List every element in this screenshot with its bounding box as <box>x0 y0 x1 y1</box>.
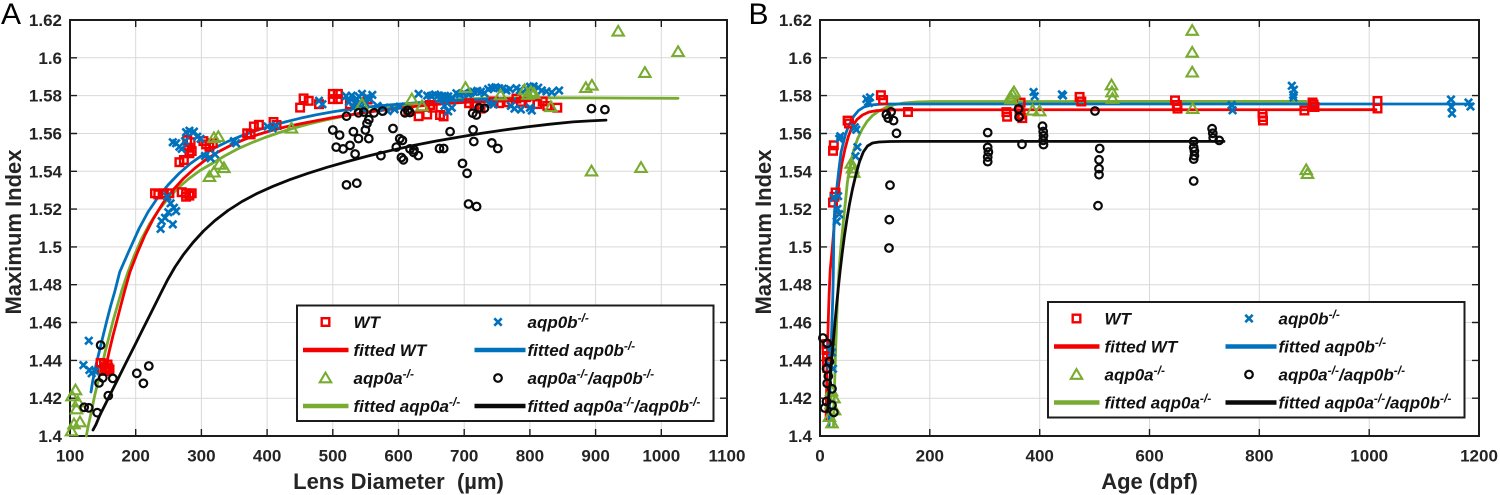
svg-text:1.6: 1.6 <box>38 49 62 68</box>
svg-text:fitted aqp0b-/-​: fitted aqp0b-/-​ <box>528 339 636 360</box>
svg-text:200: 200 <box>916 447 944 466</box>
svg-text:aqp0b-/-​: aqp0b-/-​ <box>1279 308 1340 329</box>
svg-text:400: 400 <box>253 447 281 466</box>
svg-text:1.6: 1.6 <box>788 49 812 68</box>
svg-text:700: 700 <box>450 447 478 466</box>
svg-text:1.42: 1.42 <box>779 389 812 408</box>
svg-text:300: 300 <box>187 447 215 466</box>
svg-text:aqp0a-/-​/aqp0b-/-​: aqp0a-/-​/aqp0b-/-​ <box>528 367 655 388</box>
svg-text:WT: WT <box>354 313 382 332</box>
svg-text:1.56: 1.56 <box>779 125 812 144</box>
svg-text:fitted aqp0a-/-​: fitted aqp0a-/-​ <box>354 395 461 416</box>
svg-text:Maximum Index: Maximum Index <box>751 149 776 315</box>
svg-text:Age (dpf): Age (dpf) <box>1101 469 1198 494</box>
svg-text:fitted aqp0a-/-​/aqp0b-/-​: fitted aqp0a-/-​/aqp0b-/-​ <box>1279 392 1452 413</box>
svg-text:1.42: 1.42 <box>29 389 62 408</box>
svg-text:aqp0a-/-​: aqp0a-/-​ <box>354 367 414 388</box>
svg-text:aqp0a-/-​/aqp0b-/-​: aqp0a-/-​/aqp0b-/-​ <box>1279 364 1406 385</box>
svg-text:1.56: 1.56 <box>29 125 62 144</box>
svg-text:100: 100 <box>56 447 84 466</box>
svg-text:Maximum Index: Maximum Index <box>1 149 26 315</box>
svg-text:1.4: 1.4 <box>788 427 812 446</box>
svg-text:fitted aqp0a-/-​: fitted aqp0a-/-​ <box>1105 392 1212 413</box>
svg-text:aqp0a-/-​: aqp0a-/-​ <box>1105 364 1165 385</box>
svg-text:0: 0 <box>815 447 824 466</box>
svg-text:1.48: 1.48 <box>779 276 812 295</box>
svg-text:WT: WT <box>1105 310 1133 329</box>
svg-text:1200: 1200 <box>1460 447 1498 466</box>
svg-text:800: 800 <box>1245 447 1273 466</box>
svg-text:1.52: 1.52 <box>29 200 62 219</box>
svg-text:1.44: 1.44 <box>29 351 63 370</box>
svg-text:1.54: 1.54 <box>29 162 63 181</box>
svg-text:600: 600 <box>384 447 412 466</box>
svg-text:1.44: 1.44 <box>779 351 813 370</box>
svg-text:B: B <box>749 0 769 31</box>
svg-text:1.5: 1.5 <box>788 238 812 257</box>
svg-text:1.58: 1.58 <box>779 87 812 106</box>
svg-text:1000: 1000 <box>642 447 680 466</box>
svg-text:600: 600 <box>1135 447 1163 466</box>
svg-text:fitted aqp0a-/-​/aqp0b-/-​: fitted aqp0a-/-​/aqp0b-/-​ <box>528 395 701 416</box>
svg-text:fitted aqp0b-/-​: fitted aqp0b-/-​ <box>1279 336 1387 357</box>
svg-text:1.4: 1.4 <box>38 427 62 446</box>
svg-text:200: 200 <box>122 447 150 466</box>
svg-text:fitted WT: fitted WT <box>354 341 428 360</box>
svg-text:800: 800 <box>516 447 544 466</box>
svg-text:500: 500 <box>319 447 347 466</box>
svg-text:Lens Diameter (µm): Lens Diameter (µm) <box>293 469 504 494</box>
svg-text:1.48: 1.48 <box>29 276 62 295</box>
svg-text:1.58: 1.58 <box>29 87 62 106</box>
svg-text:1.62: 1.62 <box>779 11 812 30</box>
svg-text:1000: 1000 <box>1350 447 1388 466</box>
svg-text:400: 400 <box>1026 447 1054 466</box>
svg-text:fitted WT: fitted WT <box>1105 338 1179 357</box>
svg-text:1.46: 1.46 <box>779 314 812 333</box>
svg-text:1.46: 1.46 <box>29 314 62 333</box>
svg-text:1.54: 1.54 <box>779 162 813 181</box>
svg-text:A: A <box>1 0 21 31</box>
svg-text:1.5: 1.5 <box>38 238 62 257</box>
svg-text:1.62: 1.62 <box>29 11 62 30</box>
svg-text:900: 900 <box>581 447 609 466</box>
svg-text:1100: 1100 <box>709 447 746 466</box>
svg-text:aqp0b-/-​: aqp0b-/-​ <box>528 311 589 332</box>
svg-text:1.52: 1.52 <box>779 200 812 219</box>
